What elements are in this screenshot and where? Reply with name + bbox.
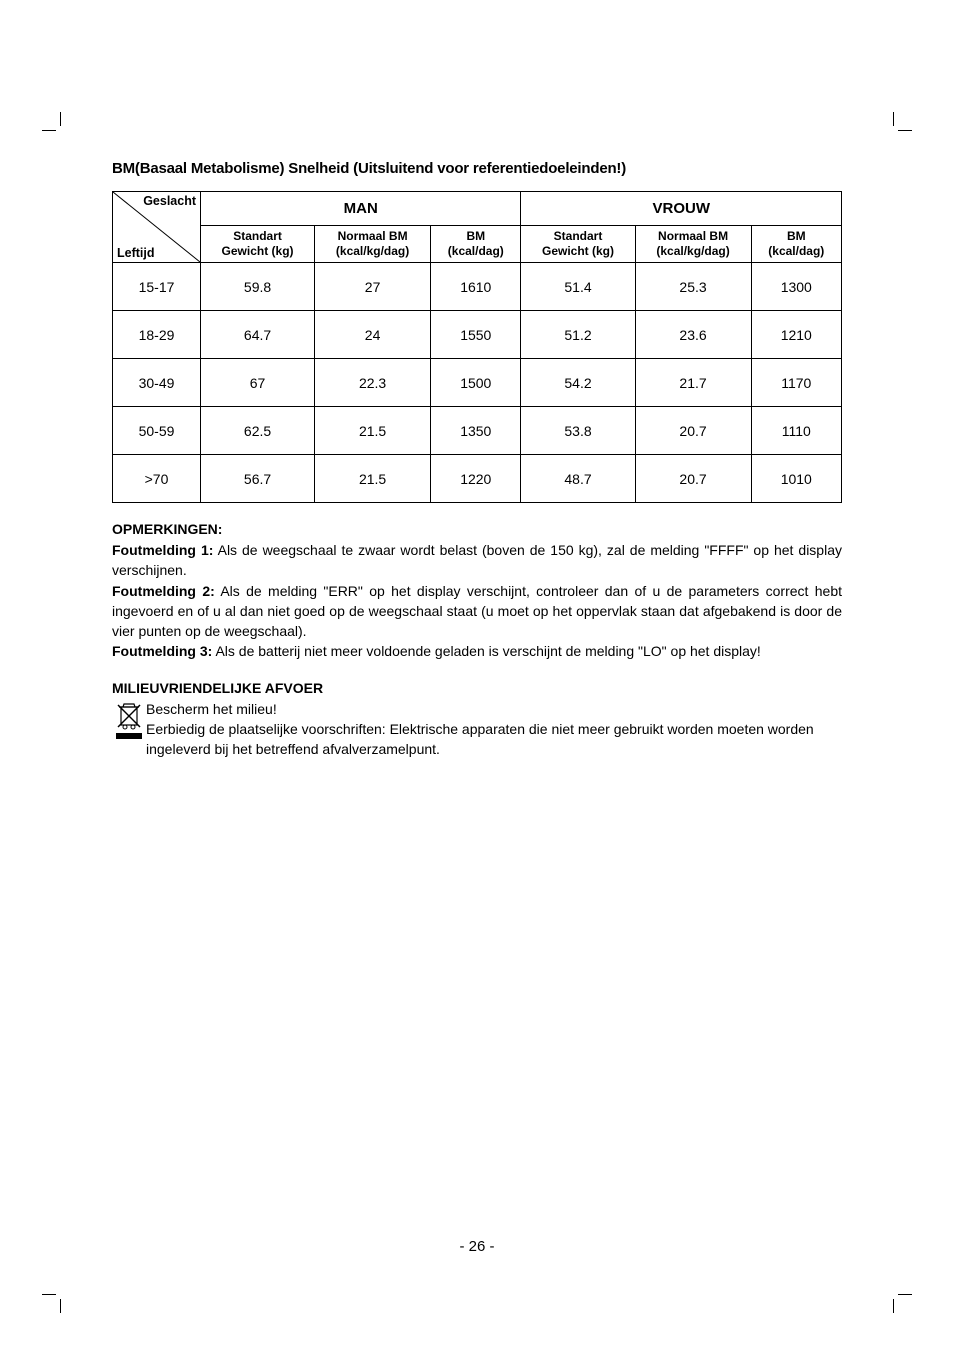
leftijd-label: Leftijd: [117, 246, 155, 260]
col-header: BM (kcal/dag): [431, 226, 521, 263]
milieu-line2: Eerbiedig de plaatselijke voorschriften:…: [146, 719, 842, 760]
col-header: Standart Gewicht (kg): [521, 226, 635, 263]
col-header: Standart Gewicht (kg): [201, 226, 315, 263]
age-cell: 30-49: [113, 359, 201, 407]
vrouw-header: VROUW: [521, 192, 842, 226]
data-cell: 1610: [431, 263, 521, 311]
data-cell: 25.3: [635, 263, 751, 311]
data-cell: 23.6: [635, 311, 751, 359]
data-cell: 27: [315, 263, 431, 311]
data-cell: 56.7: [201, 455, 315, 503]
age-cell: 50-59: [113, 407, 201, 455]
f2-label: Foutmelding 2:: [112, 583, 215, 599]
data-cell: 51.4: [521, 263, 635, 311]
page-number: - 26 -: [0, 1238, 954, 1255]
data-cell: 53.8: [521, 407, 635, 455]
data-cell: 20.7: [635, 407, 751, 455]
foutmelding-2: Foutmelding 2: Als de melding "ERR" op h…: [112, 581, 842, 642]
data-cell: 1220: [431, 455, 521, 503]
data-cell: 22.3: [315, 359, 431, 407]
f2-text: Als de melding "ERR" op het display vers…: [112, 583, 842, 640]
milieu-heading: MILIEUVRIENDELIJKE AFVOER: [112, 680, 842, 696]
diagonal-header-cell: Geslacht Leftijd: [113, 192, 201, 263]
data-cell: 51.2: [521, 311, 635, 359]
data-cell: 1010: [751, 455, 841, 503]
f1-text: Als de weegschaal te zwaar wordt belast …: [112, 542, 842, 578]
data-cell: 59.8: [201, 263, 315, 311]
f3-text: Als de batterij niet meer voldoende gela…: [212, 643, 760, 659]
opmerkingen-heading: OPMERKINGEN:: [112, 521, 842, 537]
data-cell: 21.7: [635, 359, 751, 407]
data-cell: 1110: [751, 407, 841, 455]
data-cell: 1500: [431, 359, 521, 407]
foutmelding-3: Foutmelding 3: Als de batterij niet meer…: [112, 641, 842, 661]
bm-table: Geslacht Leftijd MAN VROUW Standart Gewi…: [112, 191, 842, 503]
recycle-icons: [112, 699, 146, 739]
man-header: MAN: [201, 192, 521, 226]
crossed-bin-icon: [116, 701, 142, 731]
col-header: BM (kcal/dag): [751, 226, 841, 263]
table-title: BM(Basaal Metabolisme) Snelheid (Uitslui…: [112, 160, 842, 177]
data-cell: 64.7: [201, 311, 315, 359]
data-cell: 1350: [431, 407, 521, 455]
age-cell: 15-17: [113, 263, 201, 311]
milieu-line1: Bescherm het milieu!: [146, 699, 842, 719]
data-cell: 1210: [751, 311, 841, 359]
data-cell: 62.5: [201, 407, 315, 455]
data-cell: 24: [315, 311, 431, 359]
data-cell: 1170: [751, 359, 841, 407]
data-cell: 20.7: [635, 455, 751, 503]
col-header: Normaal BM (kcal/kg/dag): [315, 226, 431, 263]
data-cell: 67: [201, 359, 315, 407]
col-header: Normaal BM (kcal/kg/dag): [635, 226, 751, 263]
data-cell: 21.5: [315, 455, 431, 503]
table-row: 18-2964.724155051.223.61210: [113, 311, 842, 359]
table-row: 30-496722.3150054.221.71170: [113, 359, 842, 407]
age-cell: 18-29: [113, 311, 201, 359]
age-cell: >70: [113, 455, 201, 503]
foutmelding-1: Foutmelding 1: Als de weegschaal te zwaa…: [112, 540, 842, 581]
data-cell: 48.7: [521, 455, 635, 503]
data-cell: 1300: [751, 263, 841, 311]
bar-icon: [116, 733, 142, 739]
f3-label: Foutmelding 3:: [112, 643, 212, 659]
table-row: 15-1759.827161051.425.31300: [113, 263, 842, 311]
geslacht-label: Geslacht: [143, 194, 196, 208]
data-cell: 21.5: [315, 407, 431, 455]
f1-label: Foutmelding 1:: [112, 542, 213, 558]
table-row: 50-5962.521.5135053.820.71110: [113, 407, 842, 455]
data-cell: 54.2: [521, 359, 635, 407]
data-cell: 1550: [431, 311, 521, 359]
table-row: >7056.721.5122048.720.71010: [113, 455, 842, 503]
